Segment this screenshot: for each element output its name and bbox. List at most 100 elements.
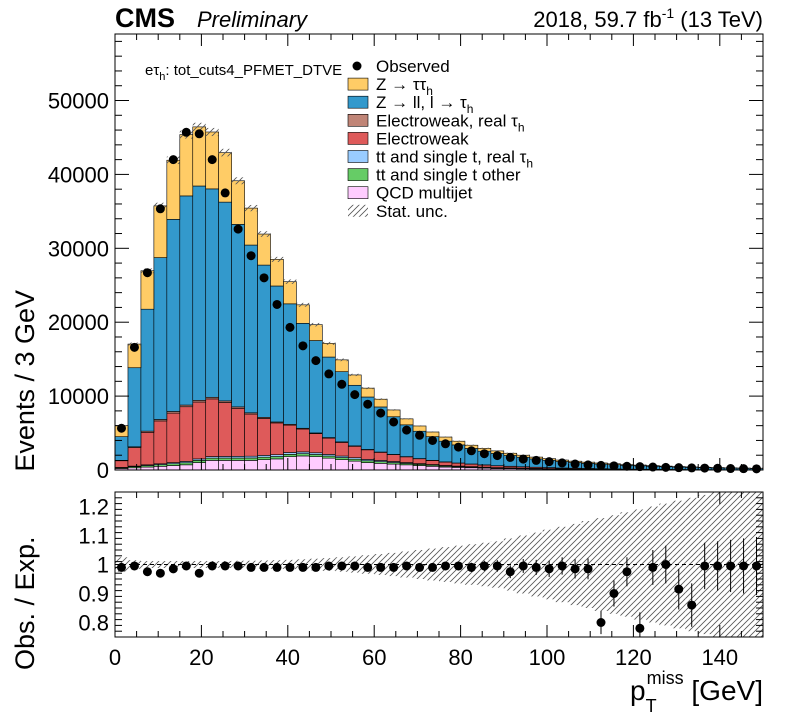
lumi-label: 2018, 59.7 fb-1 (13 TeV) bbox=[533, 5, 763, 32]
bar-ew bbox=[257, 418, 271, 456]
bar-tt_other bbox=[296, 453, 310, 457]
ratio-point bbox=[194, 568, 204, 578]
observed-point bbox=[129, 342, 139, 352]
unc-rect bbox=[296, 302, 310, 307]
legend-swatch bbox=[347, 150, 369, 163]
bar-tt_other bbox=[231, 457, 245, 461]
bar-tt_other bbox=[244, 457, 258, 461]
unc-rect bbox=[218, 148, 232, 157]
series-ew bbox=[114, 398, 764, 471]
bar-qcd bbox=[296, 455, 310, 471]
observed-point bbox=[389, 417, 399, 427]
bar-zll bbox=[153, 257, 168, 420]
ratio-point bbox=[713, 561, 723, 571]
bar-ztt bbox=[244, 207, 258, 246]
bar-ztt bbox=[153, 205, 168, 258]
bar-ew bbox=[153, 420, 168, 465]
ratio-point bbox=[389, 562, 399, 572]
observed-point bbox=[181, 127, 191, 137]
y-tick-label: 20000 bbox=[48, 310, 109, 335]
x-tick-label: 60 bbox=[362, 645, 386, 670]
x-axis-title: pTmiss [GeV] bbox=[630, 668, 763, 716]
legend-swatch bbox=[348, 204, 368, 217]
y-tick-label: 50000 bbox=[48, 89, 109, 114]
legend-item-tt_real: tt and single t, real τh bbox=[347, 148, 533, 171]
observed-point bbox=[168, 155, 178, 165]
bar-ew bbox=[322, 437, 336, 455]
observed-point bbox=[531, 455, 541, 465]
ratio-point bbox=[492, 561, 502, 571]
bar-zll bbox=[296, 323, 310, 429]
ratio-point bbox=[505, 567, 515, 577]
unc-rect bbox=[270, 256, 284, 262]
bar-qcd bbox=[412, 465, 427, 471]
observed-point bbox=[220, 188, 230, 198]
bar-ew bbox=[335, 442, 349, 457]
bar-ztt bbox=[283, 281, 297, 305]
bar-ztt bbox=[231, 180, 245, 225]
bar-ztt bbox=[309, 324, 323, 341]
unc-rect bbox=[490, 450, 504, 452]
ratio-point bbox=[674, 584, 684, 594]
observed-point bbox=[492, 451, 502, 461]
ratio-point bbox=[129, 561, 139, 571]
bar-ew bbox=[412, 458, 427, 464]
channel-sub: h bbox=[159, 71, 165, 83]
bar-ew bbox=[360, 449, 375, 460]
bar-zll bbox=[244, 244, 258, 414]
bar-ztt bbox=[296, 304, 310, 324]
bar-ztt bbox=[347, 374, 362, 386]
ratio-point bbox=[687, 600, 697, 610]
ratio-tick-label: 0.9 bbox=[78, 582, 109, 607]
legend-swatch bbox=[347, 132, 369, 145]
legend-swatch bbox=[347, 186, 369, 199]
observed-point bbox=[415, 430, 425, 440]
legend-label: tt and single t, real τh bbox=[376, 148, 533, 171]
unc-rect bbox=[192, 122, 206, 132]
main-panel: 0 10000 20000 30000 40000 50000 bbox=[48, 33, 764, 483]
legend-label: Observed bbox=[376, 57, 450, 76]
bar-tt_other bbox=[335, 457, 349, 460]
bar-qcd bbox=[360, 462, 375, 471]
x-axis-title-main: p bbox=[630, 675, 646, 706]
bar-ew bbox=[451, 462, 466, 467]
ratio-point bbox=[557, 561, 567, 571]
bar-ew bbox=[140, 432, 155, 466]
bar-ew bbox=[283, 424, 297, 453]
bar-ztt bbox=[179, 134, 194, 197]
observed-point bbox=[726, 464, 736, 474]
observed-point bbox=[207, 155, 217, 165]
observed-point bbox=[324, 369, 334, 379]
ratio-point bbox=[739, 561, 749, 571]
unc-rect bbox=[257, 231, 271, 237]
legend-label: Stat. unc. bbox=[376, 202, 448, 221]
observed-point bbox=[518, 454, 528, 464]
legend-item-qcd: QCD multijet bbox=[347, 184, 473, 203]
unc-rect bbox=[205, 127, 219, 137]
bar-zll bbox=[192, 185, 207, 401]
observed-point bbox=[674, 463, 684, 473]
observed-point bbox=[505, 452, 515, 462]
observed-point bbox=[635, 462, 645, 472]
observed-point bbox=[687, 463, 697, 473]
bar-qcd bbox=[347, 460, 362, 471]
unc-rect bbox=[439, 436, 452, 438]
lumi-exp: -1 bbox=[662, 5, 675, 21]
bar-zll bbox=[166, 219, 181, 412]
observed-point bbox=[609, 461, 619, 471]
bar-ztt bbox=[373, 398, 388, 408]
bar-qcd bbox=[257, 459, 271, 471]
ratio-point bbox=[311, 562, 321, 572]
observed-point bbox=[713, 463, 723, 473]
ratio-point bbox=[648, 562, 658, 572]
ratio-unc-rect bbox=[633, 509, 647, 620]
bar-tt_other bbox=[192, 460, 207, 463]
legend-item-zll: Z → ll, l → τh bbox=[347, 93, 473, 116]
y-tick-label: 30000 bbox=[48, 236, 109, 261]
bar-tt_other bbox=[205, 457, 219, 461]
legend-item-tt_other: tt and single t other bbox=[347, 166, 521, 185]
bar-ew bbox=[127, 447, 142, 467]
bar-zll bbox=[283, 303, 297, 425]
ratio-tick-label: 1 bbox=[97, 553, 109, 578]
